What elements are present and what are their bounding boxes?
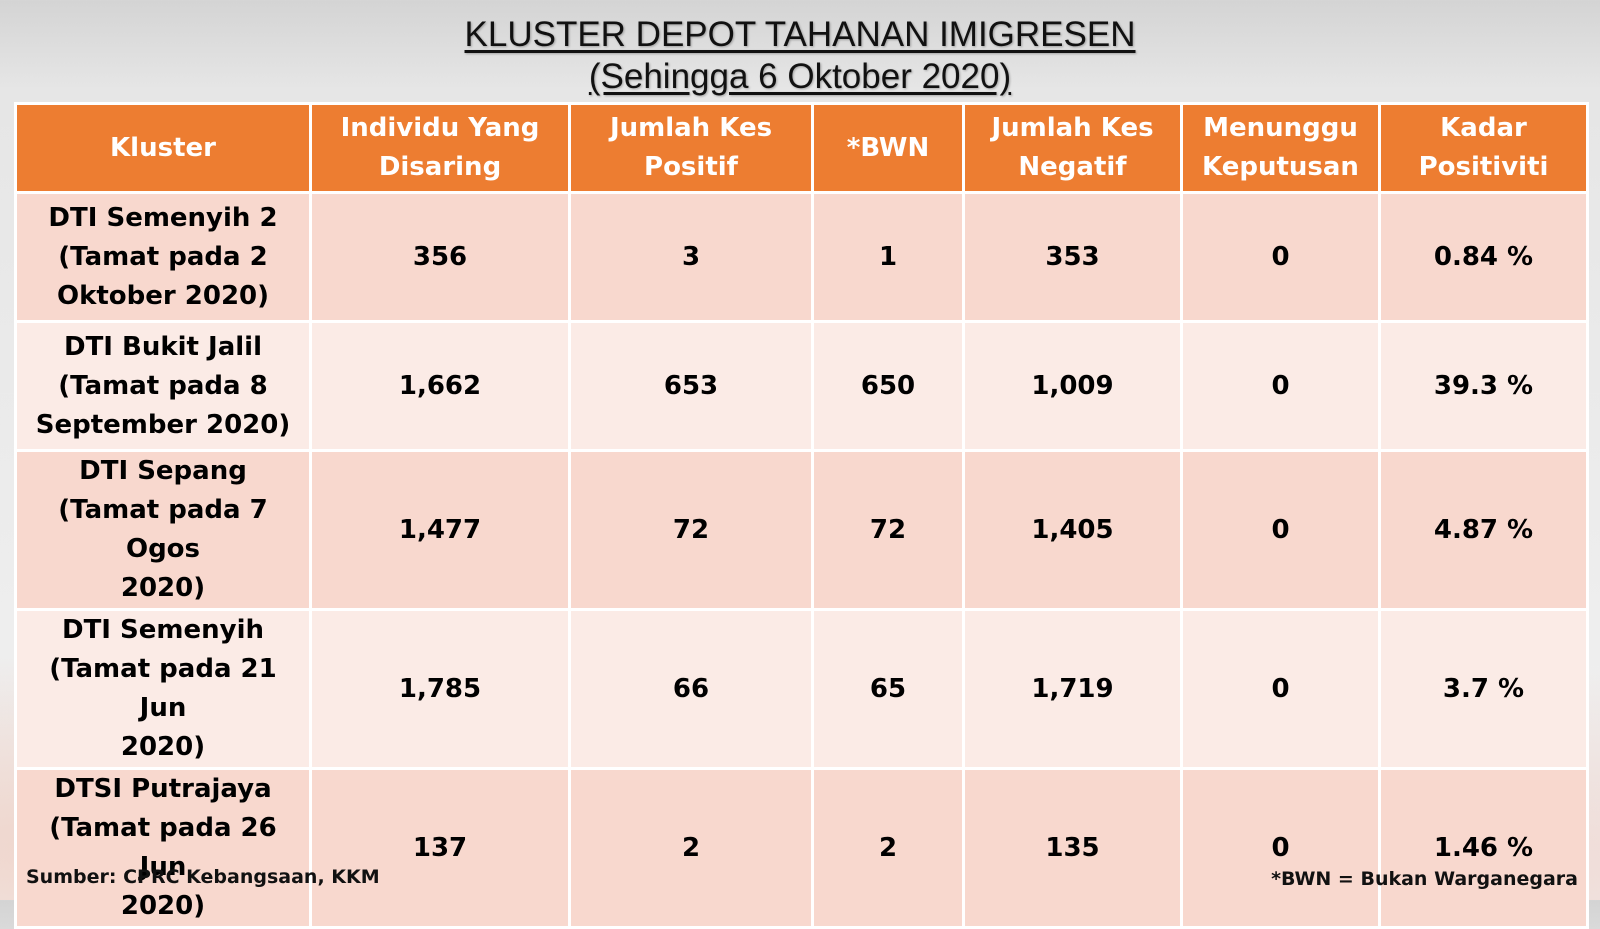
cell-positif: 66 — [568, 608, 814, 770]
cell-bwn: 1 — [811, 191, 965, 323]
cell-bwn: 650 — [811, 320, 965, 452]
cluster-table: Kluster Individu Yang Disaring Jumlah Ke… — [14, 102, 1589, 929]
cell-kluster: DTSI Putrajaya (Tamat pada 26 Jun 2020) — [14, 767, 312, 929]
cell-kadar: 0.84 % — [1378, 191, 1589, 323]
cell-kadar: 1.46 % — [1378, 767, 1589, 929]
cell-menunggu: 0 — [1180, 767, 1381, 929]
cell-menunggu: 0 — [1180, 608, 1381, 770]
table-row: DTI Semenyih (Tamat pada 21 Jun 2020) 1,… — [14, 608, 1589, 770]
table-row: DTSI Putrajaya (Tamat pada 26 Jun 2020) … — [14, 767, 1589, 929]
cell-negatif: 353 — [962, 191, 1183, 323]
table-row: DTI Sepang (Tamat pada 7 Ogos 2020) 1,47… — [14, 449, 1589, 611]
page-title: KLUSTER DEPOT TAHANAN IMIGRESEN (Sehingg… — [0, 14, 1600, 98]
cell-menunggu: 0 — [1180, 320, 1381, 452]
cell-menunggu: 0 — [1180, 191, 1381, 323]
cell-menunggu: 0 — [1180, 449, 1381, 611]
cell-positif: 653 — [568, 320, 814, 452]
header-menunggu-keputusan: Menunggu Keputusan — [1180, 102, 1381, 194]
cell-kluster: DTI Bukit Jalil (Tamat pada 8 September … — [14, 320, 312, 452]
header-kluster: Kluster — [14, 102, 312, 194]
table-row: DTI Semenyih 2 (Tamat pada 2 Oktober 202… — [14, 191, 1589, 323]
cell-kadar: 4.87 % — [1378, 449, 1589, 611]
cell-bwn: 2 — [811, 767, 965, 929]
cell-negatif: 1,719 — [962, 608, 1183, 770]
cell-positif: 3 — [568, 191, 814, 323]
header-bwn: *BWN — [811, 102, 965, 194]
cell-kluster: DTI Sepang (Tamat pada 7 Ogos 2020) — [14, 449, 312, 611]
cell-negatif: 1,009 — [962, 320, 1183, 452]
header-individu-disaring: Individu Yang Disaring — [309, 102, 571, 194]
cell-disaring: 137 — [309, 767, 571, 929]
cell-positif: 72 — [568, 449, 814, 611]
cell-positif: 2 — [568, 767, 814, 929]
cell-bwn: 65 — [811, 608, 965, 770]
header-kadar-positiviti: Kadar Positiviti — [1378, 102, 1589, 194]
cell-disaring: 1,785 — [309, 608, 571, 770]
header-jumlah-kes-positif: Jumlah Kes Positif — [568, 102, 814, 194]
table-row: DTI Bukit Jalil (Tamat pada 8 September … — [14, 320, 1589, 452]
cell-kadar: 3.7 % — [1378, 608, 1589, 770]
cell-kluster: DTI Semenyih 2 (Tamat pada 2 Oktober 202… — [14, 191, 312, 323]
cell-disaring: 1,477 — [309, 449, 571, 611]
cell-kluster: DTI Semenyih (Tamat pada 21 Jun 2020) — [14, 608, 312, 770]
bwn-footnote: *BWN = Bukan Warganegara — [1271, 868, 1578, 890]
title-line-2: (Sehingga 6 Oktober 2020) — [588, 57, 1012, 96]
cell-disaring: 1,662 — [309, 320, 571, 452]
source-note: Sumber: CPRC Kebangsaan, KKM — [26, 866, 380, 888]
table-header-row: Kluster Individu Yang Disaring Jumlah Ke… — [14, 102, 1589, 194]
cell-negatif: 135 — [962, 767, 1183, 929]
header-jumlah-kes-negatif: Jumlah Kes Negatif — [962, 102, 1183, 194]
cell-disaring: 356 — [309, 191, 571, 323]
cell-bwn: 72 — [811, 449, 965, 611]
title-line-1: KLUSTER DEPOT TAHANAN IMIGRESEN — [464, 15, 1136, 54]
cell-negatif: 1,405 — [962, 449, 1183, 611]
cell-kadar: 39.3 % — [1378, 320, 1589, 452]
